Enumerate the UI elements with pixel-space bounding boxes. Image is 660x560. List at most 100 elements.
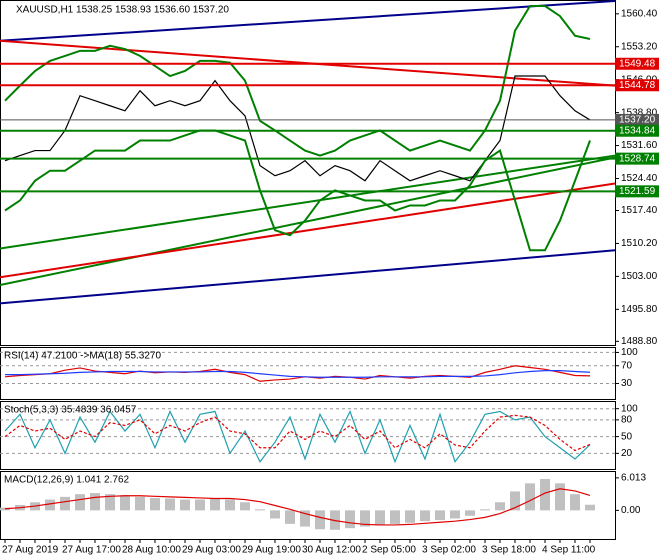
level-label: 1528.74 [619,153,656,164]
histogram-bar [315,510,325,530]
level-label: 1549.48 [619,58,656,69]
series-line [4,5,591,157]
y-tick-label: 1524.40 [621,173,658,184]
level-label-box [615,124,659,137]
histogram-bar [375,510,385,526]
histogram-bar [510,491,520,511]
indicator-title: Stoch(5,3,3) 35.4839 36.0457 [4,405,137,416]
histogram-bar [105,494,115,511]
histogram-bar [195,499,205,511]
histogram-bar [540,479,550,511]
trend-line [0,0,615,42]
histogram-bar [90,493,100,511]
series-line [4,409,591,464]
chart-header: XAUUSD,H1 1538.25 1538.93 1536.60 1537.2… [16,5,229,16]
series-line [4,75,591,182]
panel-plot [0,351,615,384]
panel-frame [0,401,616,470]
panel-frame [0,471,616,540]
histogram-bar [585,504,595,511]
histogram-bar [150,497,160,511]
level-label: 1544.78 [619,80,656,91]
x-tick-label: 30 Aug 12:00 [302,545,361,556]
panel-plot [0,0,615,305]
histogram-bar [405,510,415,523]
histogram-bar [120,495,130,511]
histogram-bar [75,494,85,511]
y-tick-label: 1531.60 [621,140,658,151]
histogram-bar [165,498,175,511]
histogram-bar [465,510,475,516]
x-tick-label: 28 Aug 10:00 [122,545,181,556]
panel-frame [0,347,616,400]
level-label-box [615,113,659,126]
trend-line [0,156,615,287]
histogram-bar [135,496,145,511]
series-line [4,129,591,252]
panel-plot [0,479,595,530]
trend-line [0,182,615,279]
level-label-box [615,57,659,70]
y-tick-label: 6.013 [621,473,646,484]
x-tick-label: 3 Sep 02:00 [422,545,476,556]
level-label-box [615,185,659,198]
y-tick-label: 80 [621,415,633,426]
histogram-bar [480,509,490,511]
histogram-bar [270,510,280,519]
histogram-bar [300,510,310,527]
histogram-bar [435,510,445,521]
histogram-bar [60,496,70,511]
y-tick-label: 0.00 [621,505,641,516]
histogram-bar [240,502,250,511]
trend-line [0,249,615,305]
histogram-bar [555,483,565,511]
histogram-bar [0,507,10,511]
y-tick-label: 1488.80 [621,336,658,347]
x-tick-label: 2 Sep 05:00 [362,545,416,556]
y-tick-label: 1503.00 [621,271,658,282]
series-line [4,488,591,526]
series-line [5,370,591,378]
panel-frame [0,0,616,346]
x-tick-label: 29 Aug 19:00 [242,545,301,556]
y-tick-label: 20 [621,448,633,459]
series-line [4,414,591,452]
x-tick-label: 27 Aug 2019 [2,545,59,556]
indicator-title: RSI(14) 47.2100 ->MA(18) 55.3270 [4,351,161,362]
y-tick-label: 100 [621,403,638,414]
histogram-bar [285,510,295,524]
x-tick-label: 4 Sep 11:00 [542,545,596,556]
trend-line [0,154,615,250]
y-tick-label: 50 [621,431,633,442]
level-label-box [615,152,659,165]
histogram-bar [495,502,505,511]
x-tick-label: 27 Aug 17:00 [62,545,121,556]
histogram-bar [420,510,430,522]
y-tick-label: 1510.20 [621,238,658,249]
y-tick-label: 1495.80 [621,304,658,315]
histogram-bar [525,483,535,511]
indicator-title: MACD(12,26,9) 1.041 2.762 [4,475,130,486]
level-label: 1537.20 [619,115,656,126]
y-tick-label: 70 [621,360,633,371]
histogram-bar [345,510,355,529]
histogram-bar [570,494,580,511]
y-tick-label: 1560.40 [621,8,658,19]
histogram-bar [390,510,400,524]
y-tick-label: 100 [621,347,638,358]
x-tick-label: 3 Sep 18:00 [482,545,536,556]
y-tick-label: 1517.40 [621,205,658,216]
panel-plot [0,408,615,464]
histogram-bar [45,499,55,511]
histogram-bar [180,499,190,511]
x-tick-label: 29 Aug 03:00 [182,545,241,556]
y-tick-label: 1553.20 [621,41,658,52]
level-label: 1534.84 [619,125,656,136]
level-label: 1521.59 [619,186,656,197]
y-tick-label: 1538.80 [621,107,658,118]
histogram-bar [360,510,370,527]
histogram-bar [255,509,265,511]
histogram-bar [450,510,460,519]
